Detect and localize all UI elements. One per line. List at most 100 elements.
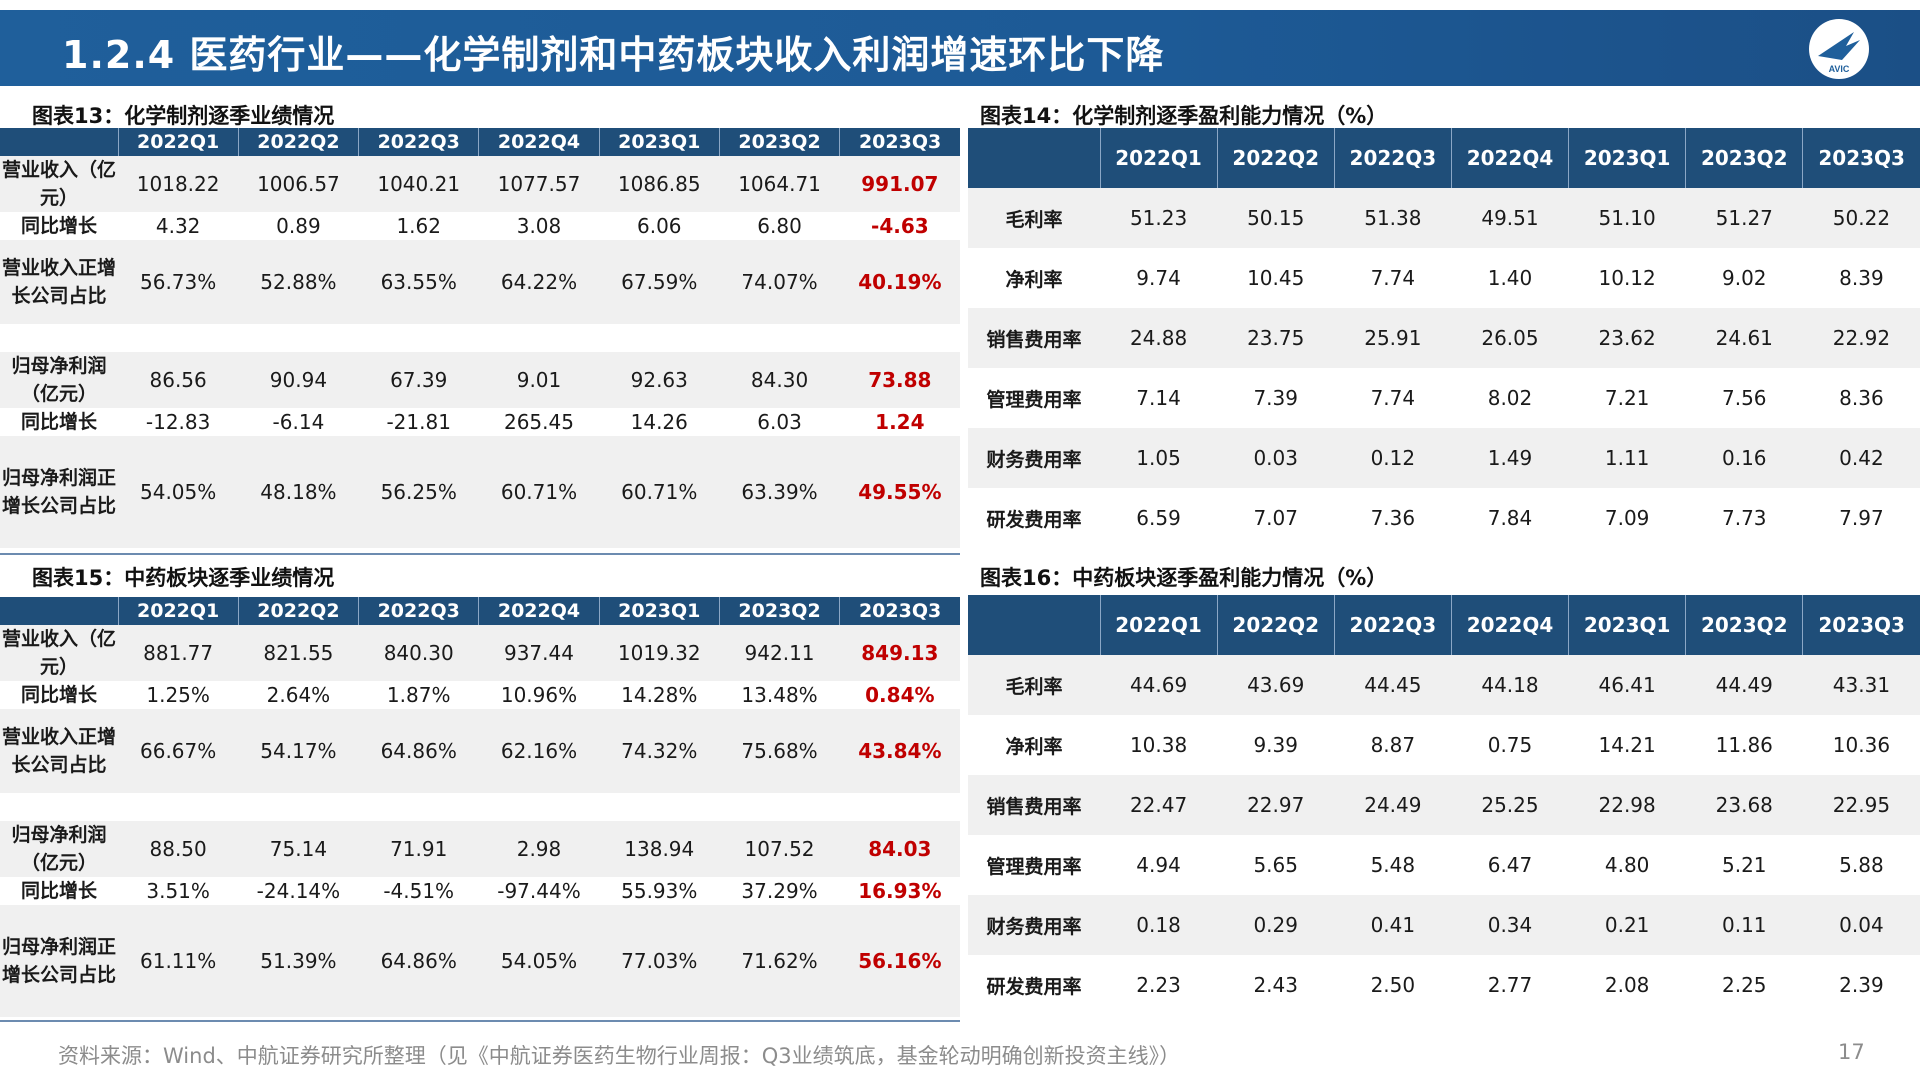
table-cell: 0.89 xyxy=(238,212,359,240)
table-cell: -4.51% xyxy=(358,877,479,905)
table-cell: 92.63 xyxy=(599,352,720,408)
row-label: 归母净利润正增长公司占比 xyxy=(0,436,118,548)
table-cell: 7.36 xyxy=(1334,488,1452,548)
table-row: 营业收入正增长公司占比 56.73% 52.88% 63.55% 64.22% 67.59… xyxy=(0,240,960,324)
table-row: 财务费用率 1.05 0.03 0.12 1.49 1.11 0.16 0.42 xyxy=(968,428,1920,488)
column-header-2022q4: 2022Q4 xyxy=(478,597,600,625)
table-cell: 1077.57 xyxy=(478,156,600,212)
table-cell: 7.09 xyxy=(1568,488,1686,548)
table-row: 净利率 10.38 9.39 8.87 0.75 14.21 11.86 10.36 xyxy=(968,715,1920,775)
column-header-2023q3: 2023Q3 xyxy=(839,128,960,156)
row-label: 研发费用率 xyxy=(968,955,1100,1015)
table-cell: 9.01 xyxy=(478,352,600,408)
table-cell: 821.55 xyxy=(238,625,359,681)
table-cell: 5.21 xyxy=(1685,835,1803,895)
highlight-cell: 849.13 xyxy=(839,625,960,681)
table-cell: 9.02 xyxy=(1685,248,1803,308)
table-cell: 7.14 xyxy=(1100,368,1218,428)
table-cell: 881.77 xyxy=(118,625,239,681)
highlight-cell: 84.03 xyxy=(839,821,960,877)
table-cell: 7.56 xyxy=(1685,368,1803,428)
table-cell: 2.25 xyxy=(1685,955,1803,1015)
table-row: 管理费用率 7.14 7.39 7.74 8.02 7.21 7.56 8.36 xyxy=(968,368,1920,428)
row-label: 归母净利润（亿元） xyxy=(0,821,118,877)
table-cell: 5.65 xyxy=(1217,835,1335,895)
table-cell: 62.16% xyxy=(478,709,600,793)
table-row: 归母净利润（亿元） 88.50 75.14 71.91 2.98 138.94 107.52… xyxy=(0,821,960,877)
table-cell: 3.51% xyxy=(118,877,239,905)
table-cell: 0.11 xyxy=(1685,895,1803,955)
row-label: 管理费用率 xyxy=(968,368,1100,428)
table-cell: 1006.57 xyxy=(238,156,359,212)
table-cell: 60.71% xyxy=(478,436,600,548)
page-number: 17 xyxy=(1838,1040,1865,1064)
row-label: 销售费用率 xyxy=(968,775,1100,835)
table-cell: 0.03 xyxy=(1217,428,1335,488)
table-cell: -24.14% xyxy=(238,877,359,905)
avic-logo-icon: AVIC xyxy=(1809,19,1869,79)
table-cell: 1.49 xyxy=(1451,428,1569,488)
column-header-2023q1: 2023Q1 xyxy=(1568,595,1686,655)
column-header-2023q2: 2023Q2 xyxy=(1685,128,1803,188)
table-cell: 52.88% xyxy=(238,240,359,324)
table-cell: 6.80 xyxy=(719,212,840,240)
table-cell: 24.49 xyxy=(1334,775,1452,835)
table-cell: 0.34 xyxy=(1451,895,1569,955)
table-cell: 23.62 xyxy=(1568,308,1686,368)
column-header-2023q1: 2023Q1 xyxy=(598,597,720,625)
table-header-row: 2022Q1 2022Q2 2022Q3 2022Q4 2023Q1 2023Q2 2023… xyxy=(0,597,960,625)
table-cell: 0.18 xyxy=(1100,895,1218,955)
table-cell: 8.39 xyxy=(1802,248,1920,308)
table14-chemical-profitability: 2022Q1 2022Q2 2022Q3 2022Q4 2023Q1 2023Q2 2023… xyxy=(968,128,1920,548)
row-label: 同比增长 xyxy=(0,212,118,240)
spacer-row xyxy=(0,793,960,821)
column-header-2023q1: 2023Q1 xyxy=(1568,128,1686,188)
table-cell: 50.15 xyxy=(1217,188,1335,248)
table-cell: 54.05% xyxy=(118,436,239,548)
corner-cell xyxy=(0,597,118,625)
table-cell: 24.61 xyxy=(1685,308,1803,368)
table-cell: 0.41 xyxy=(1334,895,1452,955)
source-note: 资料来源：Wind、中航证券研究所整理（见《中航证券医药生物行业周报：Q3业绩筑… xyxy=(58,1044,1181,1068)
column-header-2022q1: 2022Q1 xyxy=(117,128,239,156)
column-header-2022q4: 2022Q4 xyxy=(478,128,600,156)
table-cell: 0.42 xyxy=(1802,428,1920,488)
table-row: 销售费用率 22.47 22.97 24.49 25.25 22.98 23.68 22.95 xyxy=(968,775,1920,835)
table-cell: 107.52 xyxy=(719,821,840,877)
table-cell: 11.86 xyxy=(1685,715,1803,775)
table-cell: 7.21 xyxy=(1568,368,1686,428)
table-cell: 90.94 xyxy=(238,352,359,408)
table-cell: 71.91 xyxy=(358,821,479,877)
table-cell: 8.02 xyxy=(1451,368,1569,428)
table-header-row: 2022Q1 2022Q2 2022Q3 2022Q4 2023Q1 2023Q2 2023… xyxy=(968,595,1920,655)
column-header-2022q2: 2022Q2 xyxy=(1216,128,1335,188)
table-row: 归母净利润正增长公司占比 54.05% 48.18% 56.25% 60.71% 60.7… xyxy=(0,436,960,548)
row-label: 同比增长 xyxy=(0,877,118,905)
table-cell: 6.03 xyxy=(719,408,840,436)
table-cell: 840.30 xyxy=(358,625,479,681)
table15-tcm-performance: 2022Q1 2022Q2 2022Q3 2022Q4 2023Q1 2023Q2 2023… xyxy=(0,597,960,1017)
table14-caption: 图表14：化学制剂逐季盈利能力情况（%） xyxy=(980,104,1388,128)
table-cell: 2.50 xyxy=(1334,955,1452,1015)
highlight-cell: 1.24 xyxy=(839,408,960,436)
table-cell: 14.26 xyxy=(599,408,720,436)
column-header-2022q3: 2022Q3 xyxy=(1333,128,1452,188)
table13-chemical-performance: 2022Q1 2022Q2 2022Q3 2022Q4 2023Q1 2023Q2 2023… xyxy=(0,128,960,548)
table13-caption: 图表13：化学制剂逐季业绩情况 xyxy=(32,104,335,128)
table-cell: 0.12 xyxy=(1334,428,1452,488)
table15-caption: 图表15：中药板块逐季业绩情况 xyxy=(32,566,335,590)
table-cell: -6.14 xyxy=(238,408,359,436)
table-cell: 61.11% xyxy=(118,905,239,1017)
table-cell: 48.18% xyxy=(238,436,359,548)
table-row: 净利率 9.74 10.45 7.74 1.40 10.12 9.02 8.39 xyxy=(968,248,1920,308)
row-label: 营业收入（亿元） xyxy=(0,156,118,212)
table-cell: 7.74 xyxy=(1334,368,1452,428)
table-cell: 2.64% xyxy=(238,681,359,709)
table-cell: 1019.32 xyxy=(599,625,720,681)
table-row: 营业收入（亿元） 1018.22 1006.57 1040.21 1077.57 1086… xyxy=(0,156,960,212)
table-cell: 2.98 xyxy=(478,821,600,877)
row-label: 同比增长 xyxy=(0,681,118,709)
row-label: 同比增长 xyxy=(0,408,118,436)
row-label: 研发费用率 xyxy=(968,488,1100,548)
table-cell: 10.36 xyxy=(1802,715,1920,775)
